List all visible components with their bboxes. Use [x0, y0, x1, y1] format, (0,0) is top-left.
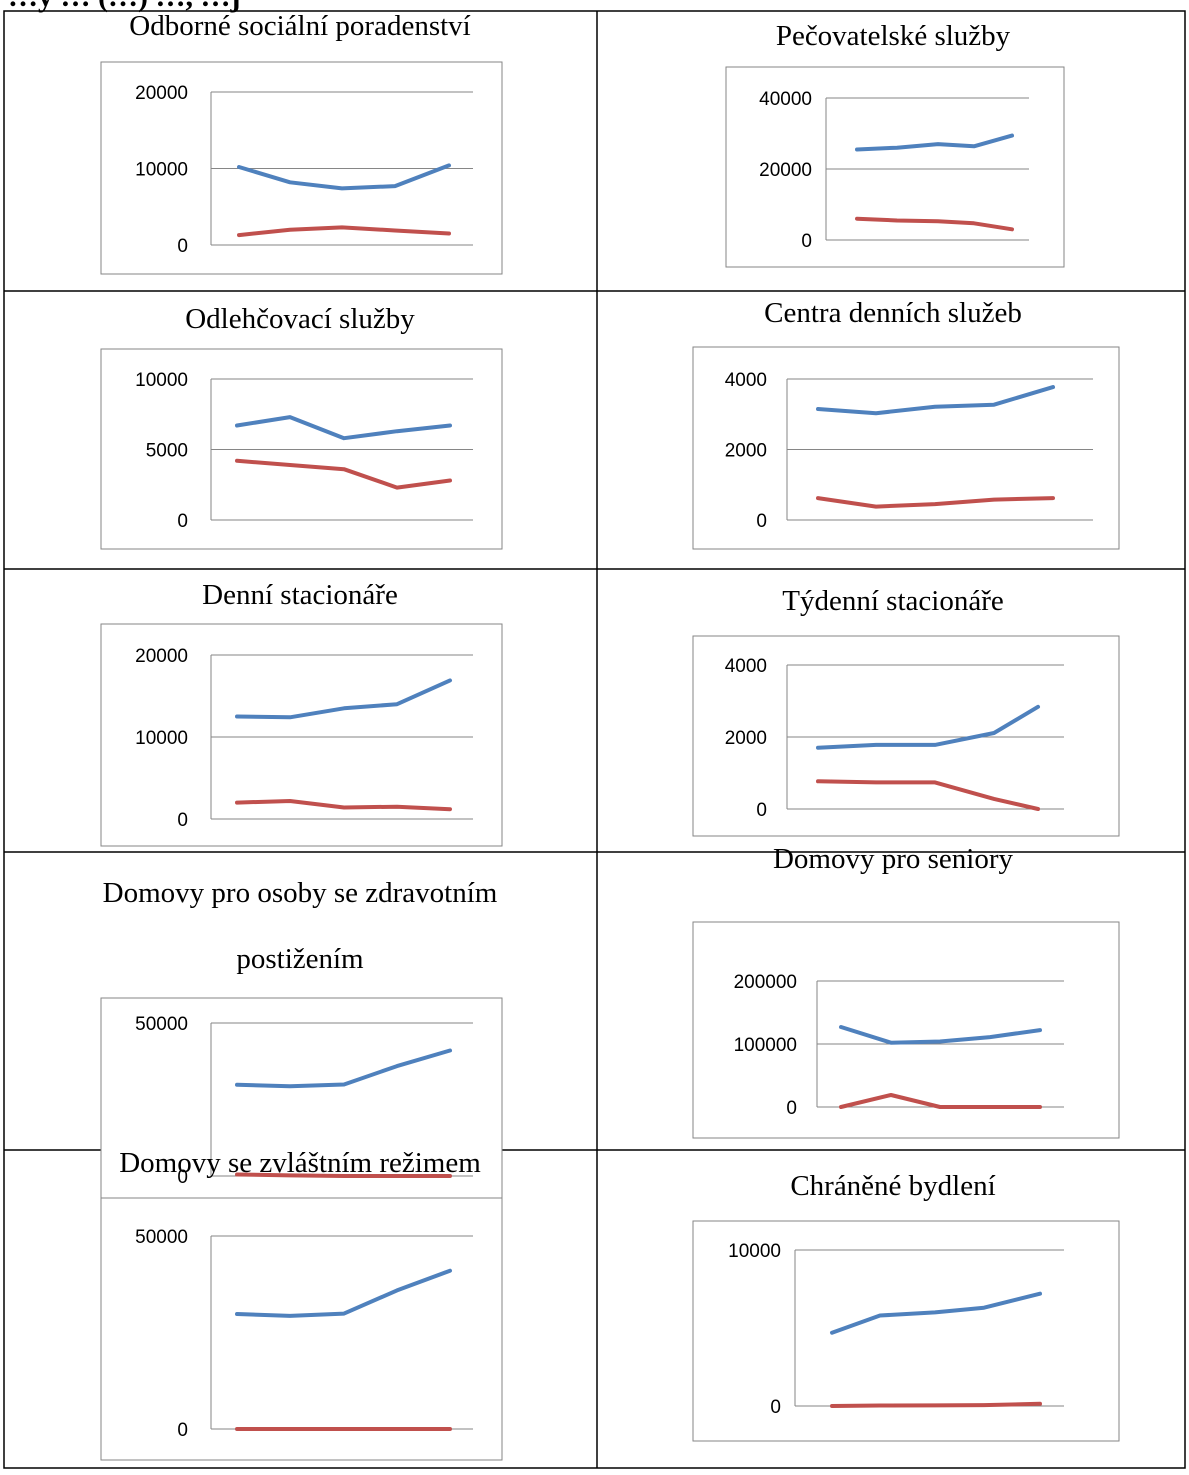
chart-10-series-2-line	[830, 1401, 1042, 1408]
chart-7-series-2-line	[235, 1172, 452, 1178]
chart-8-frame	[692, 921, 1120, 1139]
chart-5-series-2-line	[235, 799, 452, 812]
chart-1-y-tick-label: 10000	[135, 160, 188, 181]
chart-5-y-tick-label: 20000	[135, 646, 188, 667]
chart-4-y-tick-label: 0	[756, 511, 767, 532]
chart-8-y-tick-label: 0	[786, 1098, 797, 1119]
chart-7-frame	[100, 997, 503, 1217]
chart-9-y-tick-label: 50000	[135, 1227, 188, 1248]
chart-2-title: Pečovatelské služby	[776, 20, 1011, 52]
chart-1-series-1-line	[237, 163, 451, 191]
chart-6-y-tick-label: 2000	[725, 728, 767, 749]
chart-9-title: Domovy se zvláštním režimem	[119, 1147, 481, 1179]
chart-7-y-tick-label: 0	[177, 1167, 188, 1188]
chart-2-y-tick-label: 20000	[759, 160, 812, 181]
chart-6-series-1-line	[816, 704, 1040, 750]
table-border	[3, 10, 1186, 1469]
chart-7-title-line: postižením	[236, 943, 364, 975]
chart-1-y-tick-label: 20000	[135, 83, 188, 104]
chart-9-series-1-line	[235, 1268, 452, 1318]
chart-10-y-tick-label: 0	[770, 1397, 781, 1418]
chart-5-y-tick-label: 0	[177, 810, 188, 831]
chart-3-y-tick-label: 5000	[146, 441, 188, 462]
chart-4-title: Centra denních služeb	[764, 297, 1022, 329]
chart-6-series-2-line	[816, 779, 1040, 811]
chart-4-series-2-line	[816, 496, 1055, 509]
cut-off-header-text: …y … (…) …, …j	[8, 0, 240, 13]
chart-6-frame	[692, 635, 1120, 837]
chart-4-frame	[692, 346, 1120, 550]
chart-8-y-tick-label: 100000	[734, 1035, 797, 1056]
chart-1-title: Odborné sociální poradenství	[129, 10, 470, 42]
chart-2-y-tick-label: 0	[801, 231, 812, 252]
chart-5-series-1-line	[235, 678, 452, 720]
chart-4-y-tick-label: 2000	[725, 441, 767, 462]
chart-7-y-tick-label: 50000	[135, 1014, 188, 1035]
chart-3-y-tick-label: 10000	[135, 370, 188, 391]
chart-2-series-2-line	[855, 216, 1014, 232]
chart-7-series-1-line	[235, 1048, 452, 1089]
chart-6-y-tick-label: 4000	[725, 656, 767, 677]
chart-8-title: Domovy pro seniory	[773, 843, 1014, 875]
chart-2-y-tick-label: 40000	[759, 89, 812, 110]
chart-3-series-2-line	[235, 458, 452, 490]
chart-2-series-1-line	[855, 133, 1014, 152]
chart-7-title-line: Domovy pro osoby se zdravotním	[103, 877, 498, 909]
chart-4-y-tick-label: 4000	[725, 370, 767, 391]
chart-8-y-tick-label: 200000	[734, 972, 797, 993]
chart-8-series-1-line	[839, 1025, 1042, 1045]
chart-2-frame	[725, 66, 1065, 268]
chart-3-y-tick-label: 0	[177, 511, 188, 532]
chart-5-title: Denní stacionáře	[202, 579, 398, 611]
chart-1-series-2-line	[237, 225, 451, 238]
chart-10-y-tick-label: 10000	[728, 1241, 781, 1262]
chart-10-series-1-line	[830, 1291, 1042, 1335]
chart-8-series-2-line	[839, 1093, 1042, 1109]
chart-6-title: Týdenní stacionáře	[782, 585, 1003, 617]
chart-5-y-tick-label: 10000	[135, 728, 188, 749]
chart-10-title: Chráněné bydlení	[790, 1170, 995, 1202]
chart-9-frame	[100, 1197, 503, 1461]
chart-9-y-tick-label: 0	[177, 1420, 188, 1441]
chart-6-y-tick-label: 0	[756, 800, 767, 821]
chart-4-series-1-line	[816, 385, 1055, 416]
chart-3-series-1-line	[235, 415, 452, 441]
chart-1-y-tick-label: 0	[177, 236, 188, 257]
chart-3-title: Odlehčovací služby	[185, 303, 415, 335]
